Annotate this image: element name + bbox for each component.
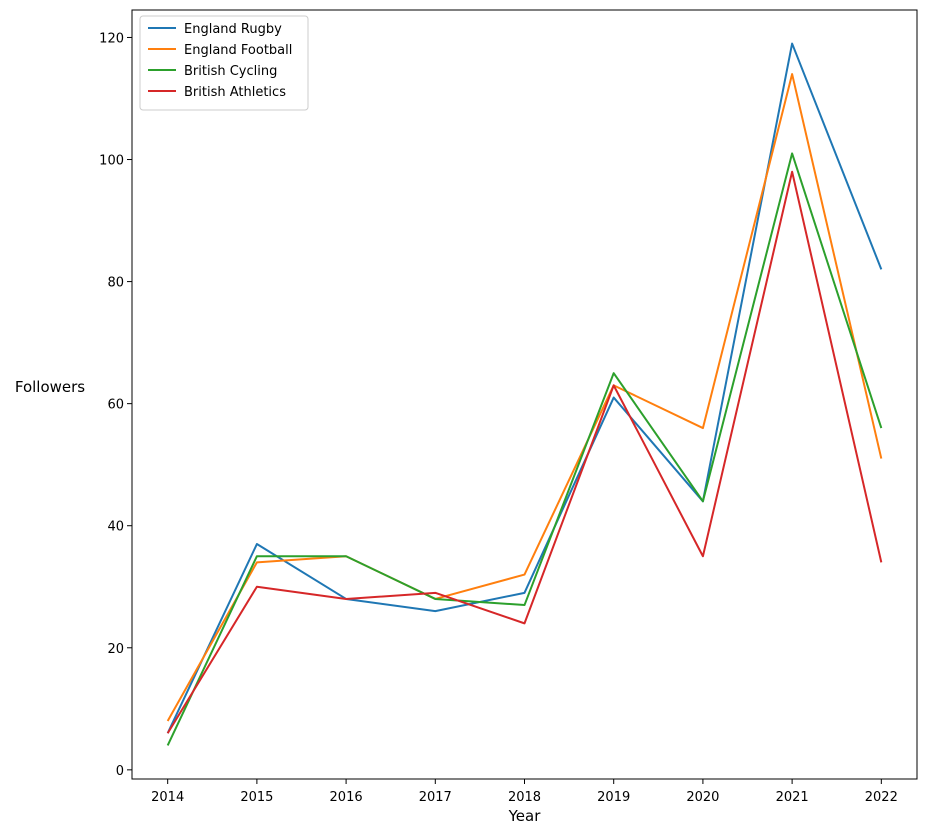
x-tick-label: 2016 [330, 790, 363, 805]
y-tick-label: 80 [107, 276, 124, 291]
y-tick-label: 20 [107, 642, 124, 657]
x-tick-label: 2022 [865, 790, 898, 805]
y-axis: 0 20 40 60 80 100 120 [99, 31, 132, 779]
legend-label: British Athletics [184, 85, 286, 100]
legend-box [139, 15, 309, 111]
x-axis: 2014 2015 2016 2017 2018 2019 2020 2021 2022 [151, 779, 898, 805]
y-tick-label: 120 [99, 31, 124, 46]
x-tick-label: 2021 [776, 790, 809, 805]
y-axis-label: Followers [15, 378, 85, 396]
x-tick-label: 2019 [597, 790, 630, 805]
series-line-england-football [166, 73, 883, 722]
series-line-british-cycling [166, 152, 883, 746]
series-layer [166, 42, 883, 746]
x-tick-label: 2015 [240, 790, 273, 805]
y-tick-label: 60 [107, 398, 124, 413]
x-tick-label: 2020 [686, 790, 719, 805]
y-tick-label: 40 [107, 520, 124, 535]
legend: England Rugby England Football British Cyc… [139, 15, 309, 111]
legend-label: England Football [184, 43, 292, 58]
x-tick-label: 2017 [419, 790, 452, 805]
x-axis-label: Year [508, 807, 542, 825]
legend-label: England Rugby [184, 22, 282, 37]
series-line-british-athletics [166, 170, 883, 734]
x-tick-label: 2014 [151, 790, 184, 805]
x-tick-label: 2018 [508, 790, 541, 805]
y-tick-label: 0 [116, 764, 124, 779]
legend-label: British Cycling [184, 64, 277, 79]
y-tick-label: 100 [99, 154, 124, 169]
